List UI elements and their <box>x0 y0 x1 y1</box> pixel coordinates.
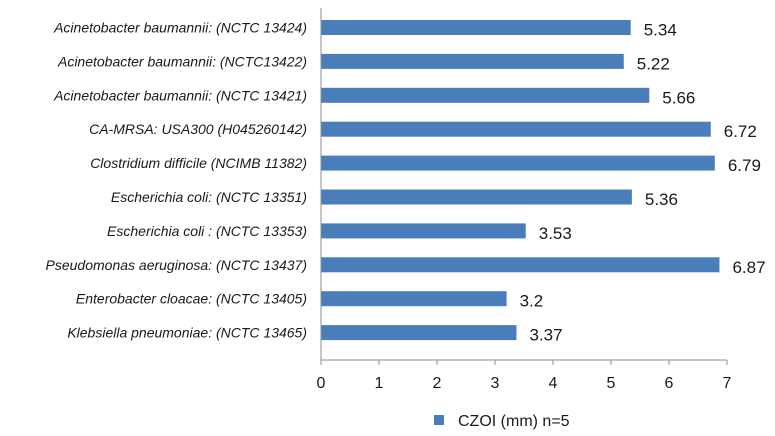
category-labels-group: Acinetobacter baumannii: (NCTC 13424) Aci… <box>46 20 307 341</box>
category-label: Escherichia coli : (NCTC 13353) <box>107 223 307 239</box>
category-label: CA-MRSA: USA300 (H045260142) <box>89 121 307 137</box>
category-label: Enterobacter cloacae: (NCTC 13405) <box>76 291 307 307</box>
x-ticks-group: 0 1 2 3 4 5 6 7 <box>317 360 732 392</box>
x-tick-label: 0 <box>317 375 326 392</box>
category-label: Acinetobacter baumannii: (NCTC13422) <box>57 53 307 69</box>
bar <box>321 87 650 103</box>
data-label: 5.34 <box>644 21 677 40</box>
x-tick-label: 5 <box>607 375 616 392</box>
data-label: 3.53 <box>539 224 572 243</box>
category-label: Acinetobacter baumannii: (NCTC 13424) <box>53 20 307 36</box>
data-label: 3.2 <box>520 292 544 311</box>
bar <box>321 155 715 171</box>
bar <box>321 257 720 273</box>
category-label: Acinetobacter baumannii: (NCTC 13421) <box>53 87 307 103</box>
data-label: 6.87 <box>732 258 765 277</box>
data-label: 6.72 <box>724 122 757 141</box>
bar <box>321 223 526 239</box>
category-label: Clostridium difficile (NCIMB 11382) <box>90 155 307 171</box>
bar <box>321 20 631 35</box>
data-label: 3.37 <box>529 326 562 345</box>
value-labels-group: 5.34 5.22 5.66 6.72 6.79 5.36 3.53 6.87 3.2 3.37 <box>520 21 766 345</box>
bar <box>321 291 507 307</box>
bar <box>321 53 624 69</box>
x-tick-label: 2 <box>433 375 442 392</box>
x-tick-label: 1 <box>375 375 384 392</box>
legend-label: CZOI (mm) n=5 <box>458 413 570 430</box>
category-label: Klebsiella pneumoniae: (NCTC 13465) <box>67 325 307 341</box>
x-tick-label: 7 <box>723 375 732 392</box>
data-label: 5.36 <box>645 190 678 209</box>
category-label: Escherichia coli: (NCTC 13351) <box>111 189 307 205</box>
data-label: 5.66 <box>662 88 695 107</box>
data-label: 6.79 <box>728 156 761 175</box>
legend: CZOI (mm) n=5 <box>434 413 570 430</box>
legend-swatch <box>434 415 444 425</box>
bar <box>321 325 517 341</box>
bars-group <box>321 20 720 341</box>
x-tick-label: 4 <box>549 375 558 392</box>
data-label: 5.22 <box>637 54 670 73</box>
category-label: Pseudomonas aeruginosa: (NCTC 13437) <box>46 257 307 273</box>
x-tick-label: 3 <box>491 375 500 392</box>
bar <box>321 121 711 137</box>
x-tick-label: 6 <box>665 375 674 392</box>
bar <box>321 189 632 205</box>
